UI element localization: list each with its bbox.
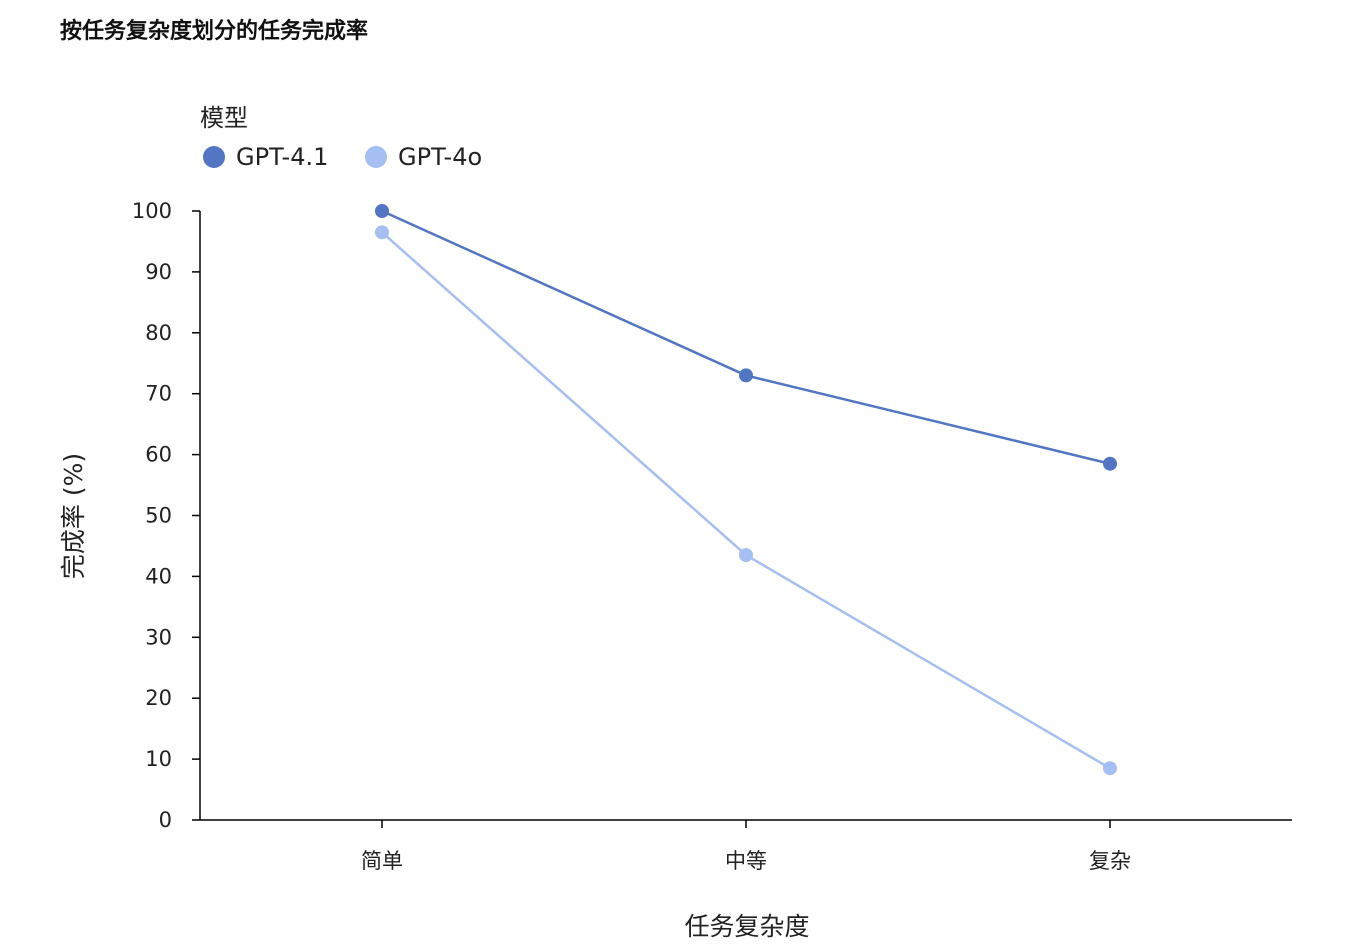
x-tick-label: 复杂 — [1089, 849, 1131, 873]
series-gpt-4o — [375, 225, 1117, 776]
y-tick-label: 70 — [145, 382, 172, 406]
x-tick-label: 简单 — [361, 849, 403, 873]
legend-title: 模型 — [200, 104, 248, 132]
x-axis-title: 任务复杂度 — [684, 912, 809, 941]
series-line — [380, 209, 1112, 465]
y-tick-label: 30 — [145, 625, 172, 649]
data-point — [375, 225, 389, 240]
y-axis-title: 完成率 (%) — [59, 453, 88, 579]
y-tick-label: 90 — [145, 260, 172, 284]
series-gpt-4-1 — [375, 204, 1117, 471]
y-axis: 0 10 20 30 40 50 60 70 80 90 100 — [132, 199, 201, 832]
y-tick-label: 100 — [132, 199, 172, 223]
y-tick-label: 0 — [159, 808, 172, 832]
y-tick-label: 80 — [145, 321, 172, 345]
series-layer — [375, 204, 1117, 776]
series-line — [380, 231, 1112, 770]
data-point — [1103, 761, 1117, 776]
y-tick-label: 60 — [145, 443, 172, 467]
data-point — [1103, 456, 1117, 471]
y-tick-label: 50 — [145, 504, 172, 528]
x-axis: 简单 中等 复杂 — [200, 819, 1292, 873]
legend-label: GPT-4o — [398, 143, 482, 171]
y-tick-label: 10 — [145, 747, 172, 771]
data-point — [739, 548, 753, 563]
legend-marker — [365, 146, 387, 168]
x-tick-label: 中等 — [725, 849, 767, 873]
y-tick-label: 40 — [145, 564, 172, 588]
y-tick-label: 20 — [145, 686, 172, 710]
legend-marker — [203, 146, 225, 168]
legend: GPT-4.1 GPT-4o — [203, 143, 482, 171]
data-point — [375, 204, 389, 218]
data-point — [739, 368, 753, 383]
legend-label: GPT-4.1 — [236, 143, 328, 171]
chart-title: 按任务复杂度划分的任务完成率 — [60, 18, 368, 44]
